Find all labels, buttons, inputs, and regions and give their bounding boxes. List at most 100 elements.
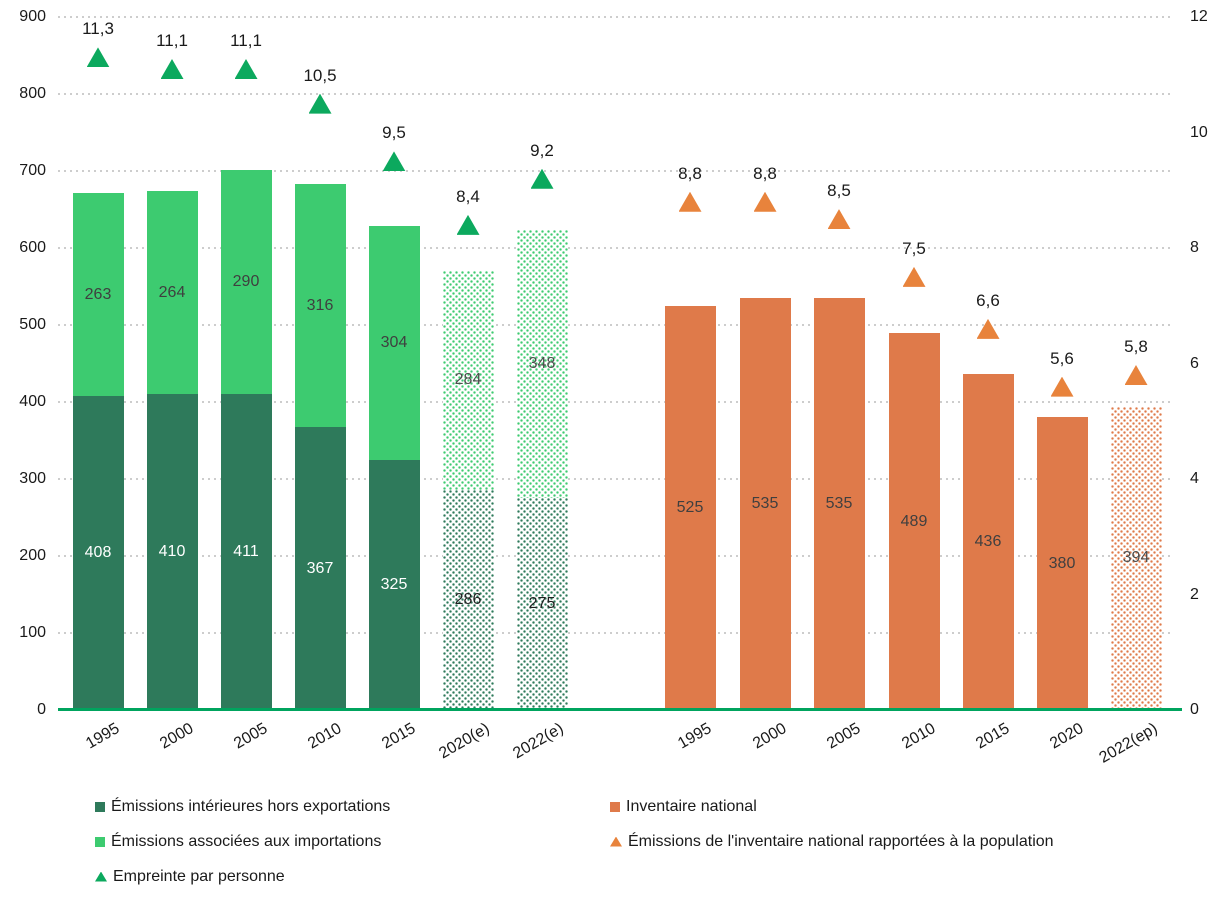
- x-axis-baseline: [58, 708, 1182, 711]
- legend-item-0-2: Empreinte par personne: [95, 867, 285, 886]
- bar-empreinte-carbone-2005-s0: [220, 393, 272, 710]
- bar-value-empreinte-carbone-2010-s0: 367: [306, 559, 334, 577]
- left-axis-tick-700: 700: [19, 162, 46, 179]
- x-label-empreinte-carbone-2010: 2010: [305, 720, 345, 753]
- bar-empreinte-carbone-2010-s1: [294, 184, 346, 428]
- bar-value-empreinte-carbone-1995-s1: 263: [84, 285, 112, 303]
- bar-value-empreinte-carbone-2015-s1: 304: [380, 333, 408, 351]
- x-label-empreinte-carbone-2000: 2000: [157, 720, 197, 753]
- marker-value-empreinte-carbone-2005: 11,1: [230, 30, 262, 50]
- marker-value-empreinte-carbone-2020(e): 8,4: [456, 186, 480, 206]
- bar-empreinte-carbone-2020(e)-s0: [442, 489, 494, 710]
- marker-value-inventaire-national-2000: 8,8: [753, 163, 777, 183]
- marker-value-empreinte-carbone-2015: 9,5: [382, 123, 406, 143]
- legend-square-icon: [610, 801, 620, 812]
- bar-value-inventaire-national-2022(ep)-s0: 394: [1122, 549, 1150, 567]
- bar-empreinte-carbone-2000-s0: [146, 394, 198, 710]
- legend-square-icon: [95, 801, 105, 812]
- x-label-inventaire-national-2020: 2020: [1047, 720, 1087, 753]
- legend-label: Empreinte par personne: [113, 868, 285, 885]
- gridline-900: [58, 16, 1172, 18]
- x-label-empreinte-carbone-2022(e): 2022(e): [510, 720, 567, 763]
- bar-empreinte-carbone-1995-s1: [72, 193, 124, 396]
- legend-item-0-1: Émissions associées aux importations: [95, 832, 381, 851]
- marker-value-inventaire-national-1995: 8,8: [678, 163, 702, 183]
- right-axis-tick-4: 4: [1190, 470, 1199, 487]
- gridline-200: [58, 555, 1172, 557]
- marker-triangle-inventaire-national-2020: [1050, 376, 1074, 397]
- bar-value-empreinte-carbone-1995-s0: 408: [84, 543, 112, 561]
- left-axis-tick-800: 800: [19, 85, 46, 102]
- bar-value-empreinte-carbone-2000-s1: 264: [158, 283, 186, 301]
- bar-inventaire-national-2020-s0: [1036, 417, 1088, 710]
- marker-value-empreinte-carbone-2010: 10,5: [303, 65, 337, 85]
- bar-empreinte-carbone-2010-s0: [294, 427, 346, 710]
- legend-item-1-1: Émissions de l'inventaire national rappo…: [610, 832, 1054, 851]
- right-axis-tick-2: 2: [1190, 585, 1199, 603]
- bar-empreinte-carbone-2022(e)-s0: [516, 498, 568, 710]
- bar-value-empreinte-carbone-2022(e)-s0: 275: [528, 595, 556, 613]
- bar-value-inventaire-national-2000-s0: 535: [751, 495, 779, 513]
- marker-value-inventaire-national-2010: 7,5: [902, 238, 926, 258]
- bar-empreinte-carbone-2005-s1: [220, 170, 272, 394]
- gridline-300: [58, 478, 1172, 480]
- bar-value-inventaire-national-2010-s0: 489: [900, 512, 928, 530]
- x-label-empreinte-carbone-1995: 1995: [83, 720, 123, 753]
- x-label-inventaire-national-1995: 1995: [675, 720, 715, 753]
- marker-value-inventaire-national-2005: 8,5: [827, 181, 851, 201]
- bar-inventaire-national-2015-s0: [962, 374, 1014, 710]
- legend-label: Émissions associées aux importations: [111, 833, 382, 850]
- legend-label: Émissions intérieures hors exportations: [111, 798, 391, 815]
- bar-empreinte-carbone-2020(e)-s1: [442, 271, 494, 490]
- x-label-inventaire-national-2015: 2015: [973, 720, 1013, 753]
- bar-value-inventaire-national-2005-s0: 535: [825, 495, 853, 513]
- gridline-400: [58, 401, 1172, 403]
- right-axis-tick-10: 10: [1190, 123, 1208, 141]
- bar-empreinte-carbone-2015-s1: [368, 225, 420, 460]
- right-axis-tick-0: 0: [1190, 701, 1199, 718]
- left-axis-tick-300: 300: [19, 470, 46, 487]
- marker-triangle-inventaire-national-2010: [902, 266, 926, 287]
- bar-value-empreinte-carbone-2000-s0: 410: [158, 543, 186, 561]
- marker-value-inventaire-national-2020: 5,6: [1050, 348, 1074, 368]
- marker-triangle-empreinte-carbone-2000: [160, 58, 184, 79]
- bar-empreinte-carbone-2015-s0: [368, 459, 420, 710]
- bar-empreinte-carbone-2022(e)-s1: [516, 230, 568, 499]
- legend-item-1-0: Inventaire national: [610, 797, 757, 816]
- gridline-600: [58, 247, 1172, 249]
- bar-value-empreinte-carbone-2010-s1: 316: [306, 296, 334, 314]
- x-label-inventaire-national-2005: 2005: [824, 720, 864, 753]
- left-axis-tick-100: 100: [19, 624, 46, 641]
- legend-label: Inventaire national: [626, 798, 757, 815]
- bar-value-empreinte-carbone-2022(e)-s1: 348: [528, 355, 556, 373]
- bar-inventaire-national-2022(ep)-s0: [1110, 406, 1162, 710]
- x-label-inventaire-national-2000: 2000: [750, 720, 790, 753]
- legend-triangle-icon: [95, 871, 107, 882]
- marker-triangle-inventaire-national-2022(ep): [1124, 365, 1148, 386]
- marker-triangle-empreinte-carbone-2005: [234, 58, 258, 79]
- marker-triangle-inventaire-national-2005: [827, 209, 851, 230]
- left-axis-tick-400: 400: [19, 393, 46, 410]
- bar-value-inventaire-national-2020-s0: 380: [1048, 554, 1076, 572]
- bar-value-empreinte-carbone-2020(e)-s1: 284: [454, 371, 482, 389]
- bar-value-empreinte-carbone-2005-s1: 290: [232, 272, 260, 290]
- marker-value-empreinte-carbone-2000: 11,1: [156, 30, 188, 50]
- x-label-empreinte-carbone-2015: 2015: [379, 720, 419, 753]
- marker-value-inventaire-national-2015: 6,6: [976, 290, 1000, 310]
- legend-label: Émissions de l'inventaire national rappo…: [628, 833, 1054, 850]
- marker-triangle-inventaire-national-1995: [678, 191, 702, 212]
- marker-triangle-empreinte-carbone-2010: [308, 93, 332, 114]
- left-axis-tick-500: 500: [19, 316, 46, 333]
- bar-value-empreinte-carbone-2015-s0: 325: [380, 575, 408, 593]
- bar-value-inventaire-national-2015-s0: 436: [974, 533, 1002, 551]
- marker-triangle-empreinte-carbone-2020(e): [456, 214, 480, 235]
- right-axis-tick-12: 12: [1190, 8, 1208, 25]
- bar-empreinte-carbone-2000-s1: [146, 191, 198, 395]
- legend-square-icon: [95, 836, 105, 847]
- bar-value-inventaire-national-1995-s0: 525: [676, 498, 704, 516]
- legend-triangle-icon: [610, 836, 622, 847]
- bar-value-empreinte-carbone-2020(e)-s0: 286: [454, 590, 482, 608]
- bar-inventaire-national-2000-s0: [739, 298, 791, 710]
- marker-triangle-empreinte-carbone-2015: [382, 151, 406, 172]
